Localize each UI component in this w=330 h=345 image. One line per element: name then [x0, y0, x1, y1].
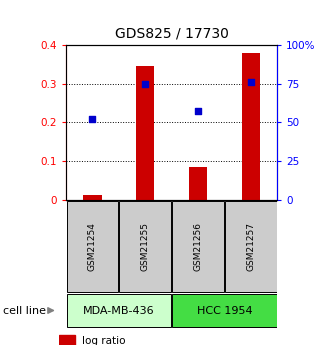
- Point: [195, 108, 201, 114]
- Text: GSM21256: GSM21256: [193, 222, 203, 271]
- Bar: [119, 201, 171, 292]
- Text: cell line: cell line: [3, 306, 46, 315]
- Bar: [242, 52, 260, 200]
- Bar: [189, 167, 207, 200]
- Point: [248, 79, 253, 85]
- Bar: [136, 66, 154, 200]
- Point: [90, 116, 95, 121]
- Point: [143, 81, 148, 87]
- Bar: [172, 294, 277, 327]
- Bar: [67, 294, 171, 327]
- Text: GSM21257: GSM21257: [246, 222, 255, 271]
- Title: GDS825 / 17730: GDS825 / 17730: [115, 27, 229, 41]
- Bar: [67, 201, 118, 292]
- Text: GSM21255: GSM21255: [141, 222, 150, 271]
- Bar: [225, 201, 277, 292]
- Text: HCC 1954: HCC 1954: [197, 306, 252, 315]
- Bar: [83, 195, 102, 200]
- Text: GSM21254: GSM21254: [88, 222, 97, 271]
- Bar: [59, 335, 75, 345]
- Bar: [172, 201, 224, 292]
- Text: log ratio: log ratio: [82, 336, 125, 345]
- Text: MDA-MB-436: MDA-MB-436: [83, 306, 155, 315]
